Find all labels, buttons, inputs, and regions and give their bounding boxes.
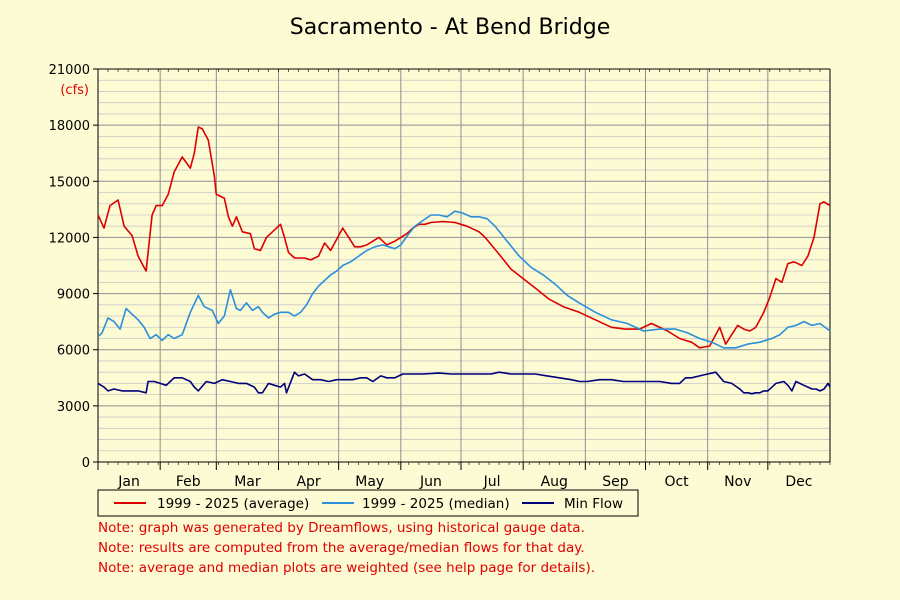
x-tick-label: Aug bbox=[541, 474, 568, 490]
legend-label-min-flow: Min Flow bbox=[564, 496, 623, 512]
series-line-min-flow bbox=[97, 371, 831, 395]
x-tick-label: Jan bbox=[117, 474, 140, 490]
series-line-median bbox=[97, 210, 831, 349]
x-tick-label: Sep bbox=[602, 474, 629, 490]
x-tick-label: Feb bbox=[176, 474, 201, 490]
y-tick-label: 6000 bbox=[57, 344, 90, 359]
y-tick-label: 3000 bbox=[57, 400, 90, 415]
x-tick-label: Apr bbox=[296, 474, 320, 490]
x-tick-label: Oct bbox=[664, 474, 689, 490]
x-tick-label: May bbox=[355, 474, 384, 490]
y-tick-label: 9000 bbox=[57, 288, 90, 303]
x-tick-label: Nov bbox=[724, 474, 751, 490]
x-tick-label: Jun bbox=[419, 474, 442, 490]
y-tick-label: 12000 bbox=[49, 231, 90, 246]
y-tick-label: 15000 bbox=[49, 175, 90, 190]
chart-title: Sacramento - At Bend Bridge bbox=[290, 15, 611, 40]
y-tick-label: 18000 bbox=[49, 119, 90, 134]
y-tick-label: 21000 bbox=[49, 63, 90, 78]
legend-label-median: 1999 - 2025 (median) bbox=[362, 496, 510, 512]
y-axis-unit-label: (cfs) bbox=[60, 83, 89, 98]
grid bbox=[98, 68, 830, 462]
note-line-1: Note: graph was generated by Dreamflows,… bbox=[98, 520, 585, 536]
y-tick-label: 0 bbox=[82, 456, 90, 471]
x-tick-label: Mar bbox=[234, 474, 261, 490]
x-tick-label: Jul bbox=[483, 474, 501, 490]
legend: 1999 - 2025 (average) 1999 - 2025 (media… bbox=[97, 489, 639, 517]
series-lines bbox=[97, 126, 831, 395]
axes: 0 3000 6000 9000 12000 15000 18000 21000 Jan Feb M… bbox=[49, 63, 831, 490]
series-line-average bbox=[97, 126, 831, 349]
x-tick-label: Dec bbox=[785, 474, 812, 490]
note-line-2: Note: results are computed from the aver… bbox=[98, 540, 585, 556]
legend-label-average: 1999 - 2025 (average) bbox=[157, 496, 309, 512]
note-line-3: Note: average and median plots are weigh… bbox=[98, 560, 596, 576]
